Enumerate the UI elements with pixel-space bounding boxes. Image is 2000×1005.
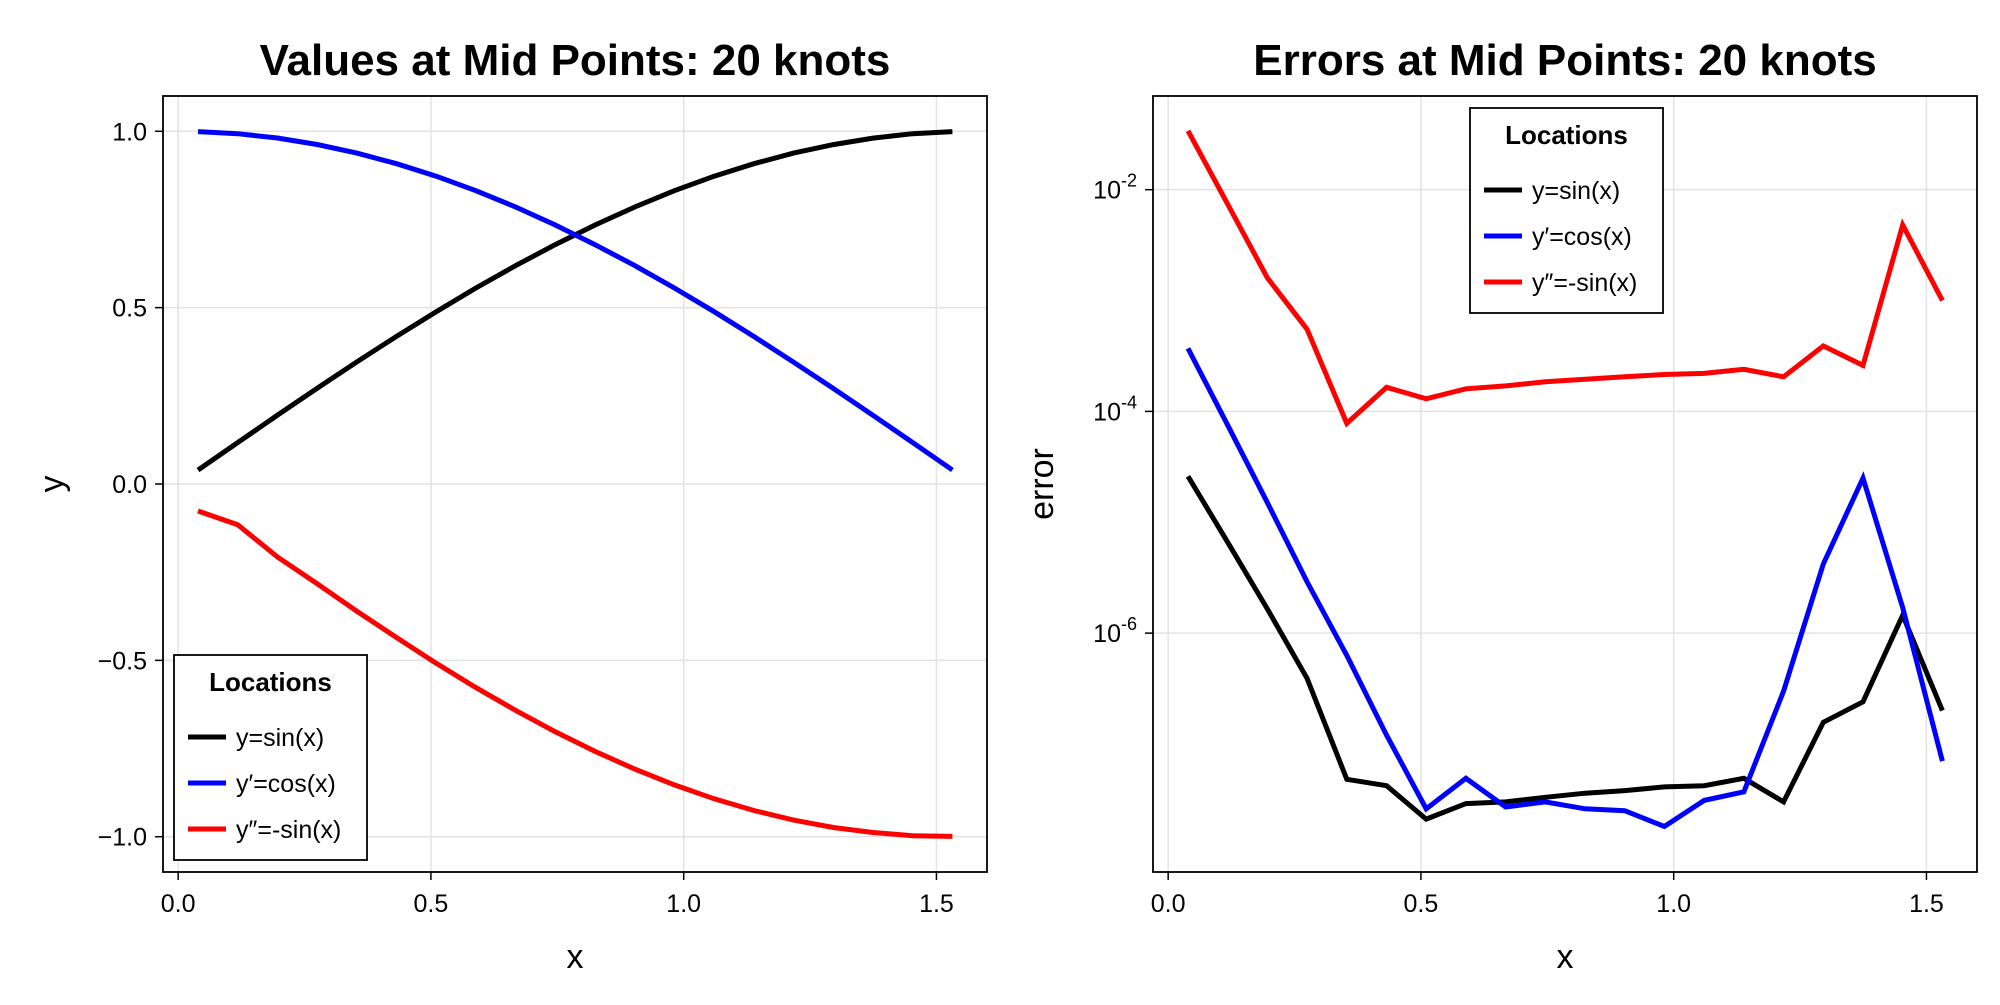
x-tick-label: 1.0	[666, 890, 701, 918]
series-line-y-cos-x	[197, 129, 954, 473]
legend-title: Locations	[1505, 120, 1628, 150]
legend-entry-y-cos-x: y′=cos(x)	[236, 770, 336, 798]
x-tick-label: 0.5	[1404, 890, 1439, 918]
series-line-y-sin-x	[197, 508, 953, 839]
y-axis-label: y	[33, 476, 71, 493]
x-axis-label: x	[1557, 938, 1574, 976]
legend: Locations y=sin(x) y′=cos(x) y″=-sin(x)	[173, 654, 368, 861]
values-panel: 0.0 0.5 1.0 1.5 −1.0 −0.5 0.0 0.5 1.0 Values at M…	[33, 36, 988, 976]
legend-entry-y-sin-x: y″=-sin(x)	[236, 816, 341, 844]
axes-frame	[1152, 95, 1978, 873]
legend-entry-y-cos-x: y′=cos(x)	[1532, 223, 1632, 251]
y-tick-label: −1.0	[98, 824, 147, 852]
series-line-y-sin-x	[1185, 129, 1945, 428]
y-tick-label: 1.0	[112, 118, 147, 146]
y-tick-label: 10-4	[1093, 392, 1137, 426]
legend-box	[1469, 107, 1664, 314]
y-tick-label: 10-6	[1093, 614, 1137, 648]
series-line-y-sin-x	[196, 129, 953, 473]
legend: Locations y=sin(x) y′=cos(x) y″=-sin(x)	[1469, 107, 1664, 314]
y-tick-label: −0.5	[98, 647, 147, 675]
y-axis-label: error	[1023, 448, 1061, 520]
x-tick-label: 0.0	[1151, 890, 1186, 918]
x-tick-label: 0.0	[161, 890, 196, 918]
y-tick-label: 0.0	[112, 471, 147, 499]
x-axis-label: x	[567, 938, 584, 976]
x-tick-label: 1.5	[919, 890, 954, 918]
x-tick-label: 1.0	[1656, 890, 1691, 918]
x-tick-label: 1.5	[1909, 890, 1944, 918]
x-tick-label: 0.5	[414, 890, 449, 918]
legend-title: Locations	[209, 667, 332, 697]
errors-panel: 0.0 0.5 1.0 1.5 10-6 10-4 10-2 Errors at Mid Po…	[1023, 36, 1978, 976]
y-tick-label: 10-2	[1093, 171, 1137, 205]
legend-entry-y-sin-x: y″=-sin(x)	[1532, 269, 1637, 297]
chart-title: Errors at Mid Points: 20 knots	[1253, 36, 1876, 85]
legend-entry-y-sin-x: y=sin(x)	[1532, 177, 1620, 205]
legend-box	[173, 654, 368, 861]
y-tick-label: 0.5	[112, 295, 147, 323]
chart-title: Values at Mid Points: 20 knots	[260, 36, 891, 85]
legend-entry-y-sin-x: y=sin(x)	[236, 724, 324, 752]
series-line-y-cos-x	[1185, 347, 1945, 830]
series-line-y-sin-x	[1185, 475, 1945, 822]
